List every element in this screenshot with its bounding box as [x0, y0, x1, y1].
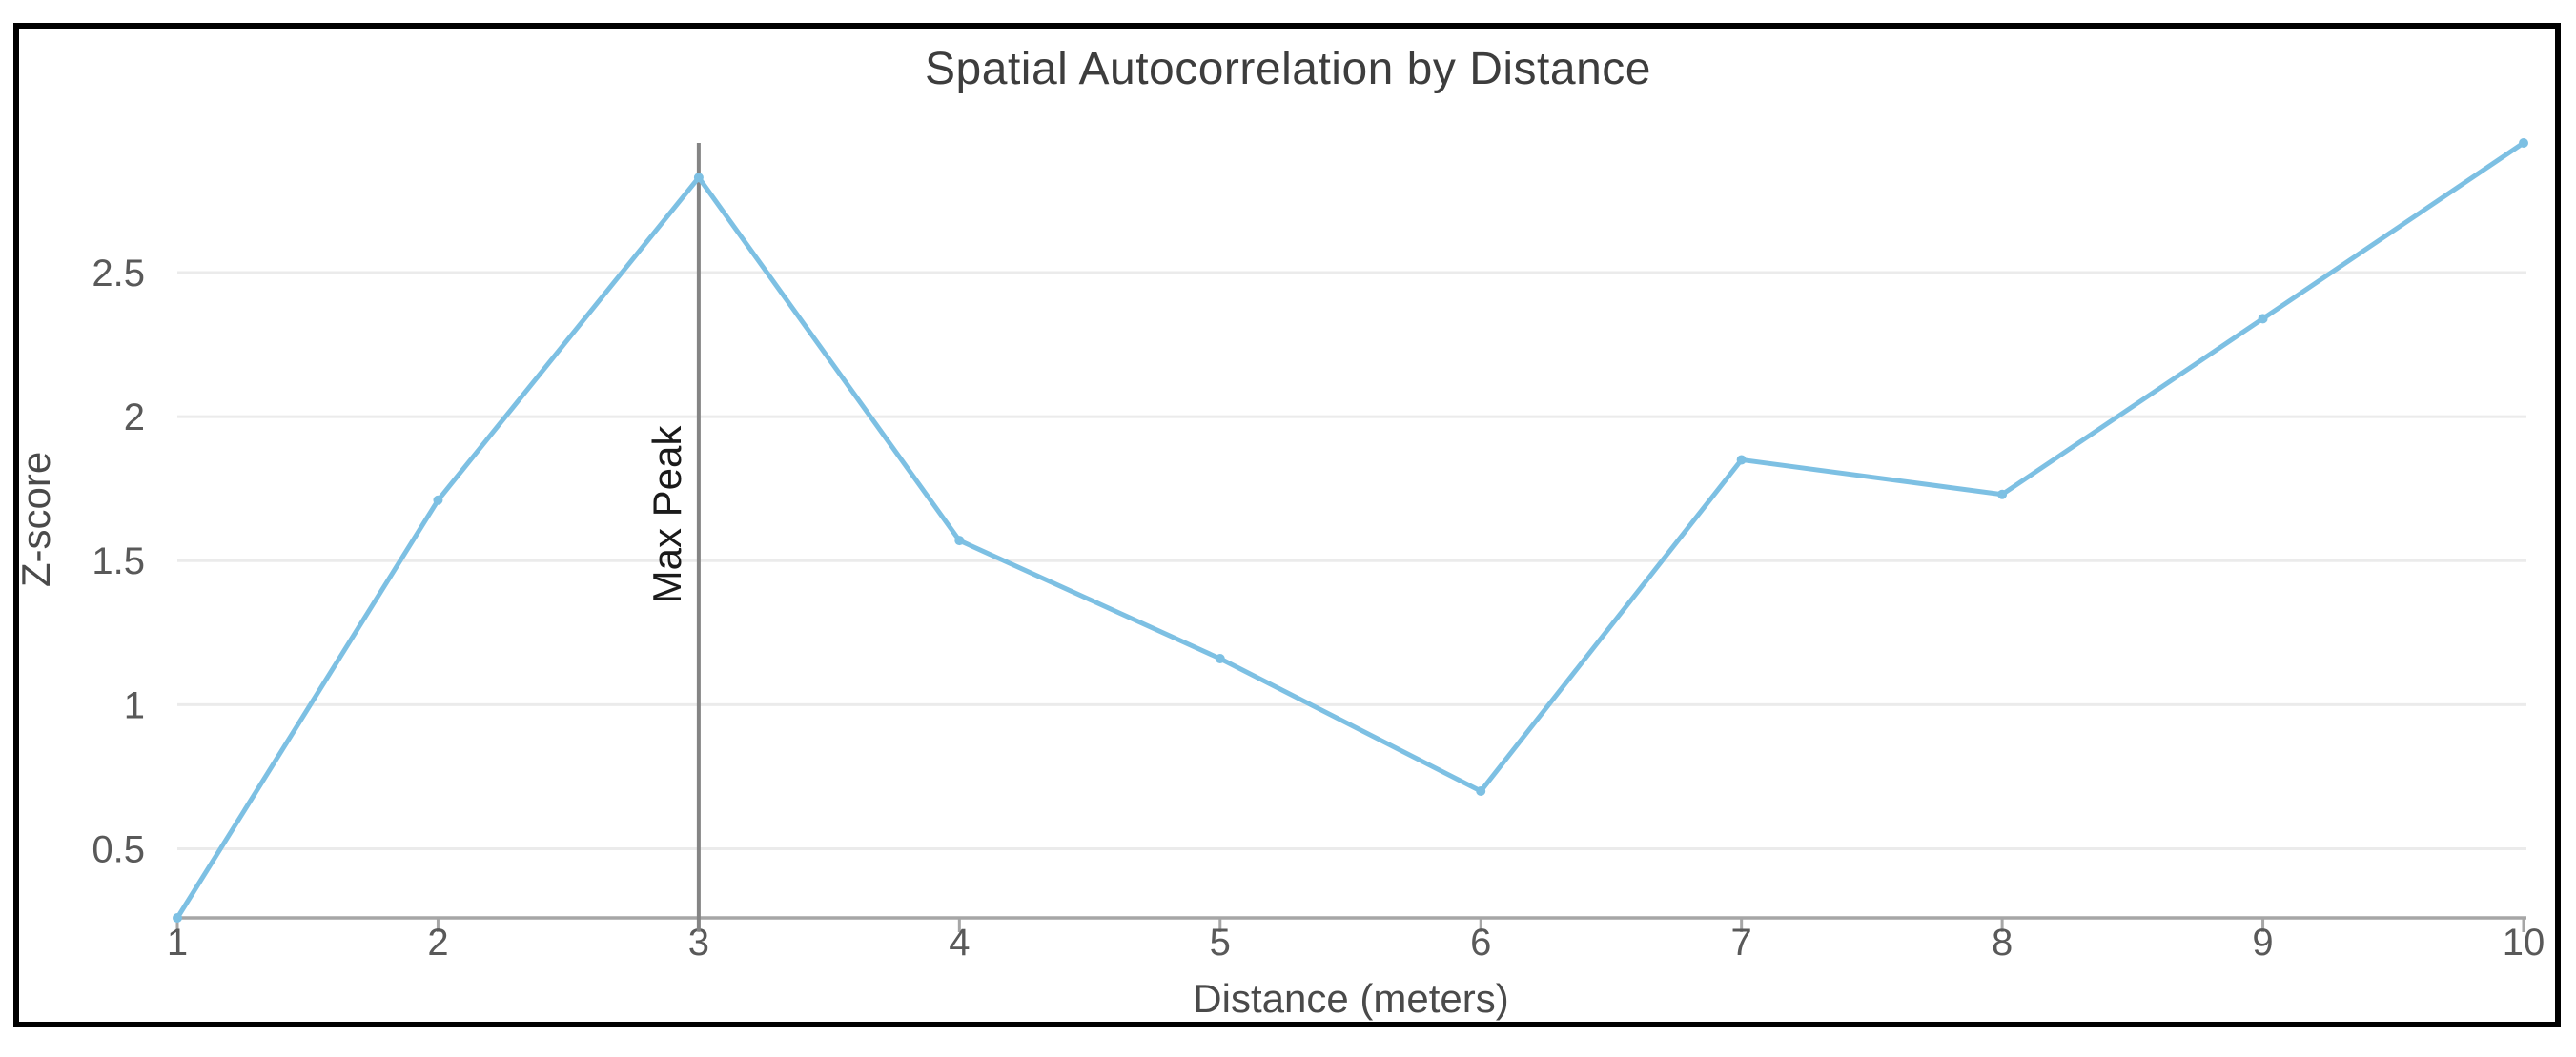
gridlines [177, 271, 2526, 850]
data-line [174, 140, 2526, 921]
data-point [1215, 653, 1225, 663]
data-point [1997, 489, 2008, 499]
y-tick-label: 1 [124, 684, 145, 726]
data-point [693, 173, 704, 183]
x-tick-label: 10 [2503, 922, 2545, 964]
data-point [1476, 786, 1486, 797]
x-tick-label: 4 [949, 922, 970, 964]
data-point [2258, 314, 2268, 324]
chart-title: Spatial Autocorrelation by Distance [925, 44, 1651, 94]
data-point [2519, 138, 2528, 148]
x-tick-label: 2 [427, 922, 448, 964]
data-series [173, 138, 2528, 923]
x-tick-label: 1 [167, 922, 188, 964]
x-tick-label: 7 [1731, 922, 1752, 964]
x-tick-labels: 1 2 3 4 5 6 7 8 9 10 [167, 922, 2545, 964]
y-tick-label: 0.5 [92, 828, 145, 870]
annotation-label: Max Peak [644, 425, 689, 604]
data-point [1736, 455, 1747, 465]
y-tick-label: 2.5 [92, 253, 145, 295]
x-tick-label: 5 [1210, 922, 1231, 964]
data-point [173, 913, 182, 923]
data-point [433, 495, 443, 505]
y-tick-labels: 0.5 1 1.5 2 2.5 [92, 253, 145, 870]
x-tick-label: 6 [1470, 922, 1491, 964]
y-tick-label: 1.5 [92, 540, 145, 582]
data-point [954, 536, 965, 546]
x-axis-label: Distance (meters) [1193, 976, 1508, 1021]
chart-border [13, 23, 2561, 1027]
y-axis-label: Z-score [13, 452, 58, 587]
x-axis [175, 916, 2526, 932]
x-tick-label: 8 [1992, 922, 2013, 964]
y-tick-label: 2 [124, 396, 145, 438]
x-tick-label: 3 [688, 922, 709, 964]
x-tick-label: 9 [2252, 922, 2273, 964]
